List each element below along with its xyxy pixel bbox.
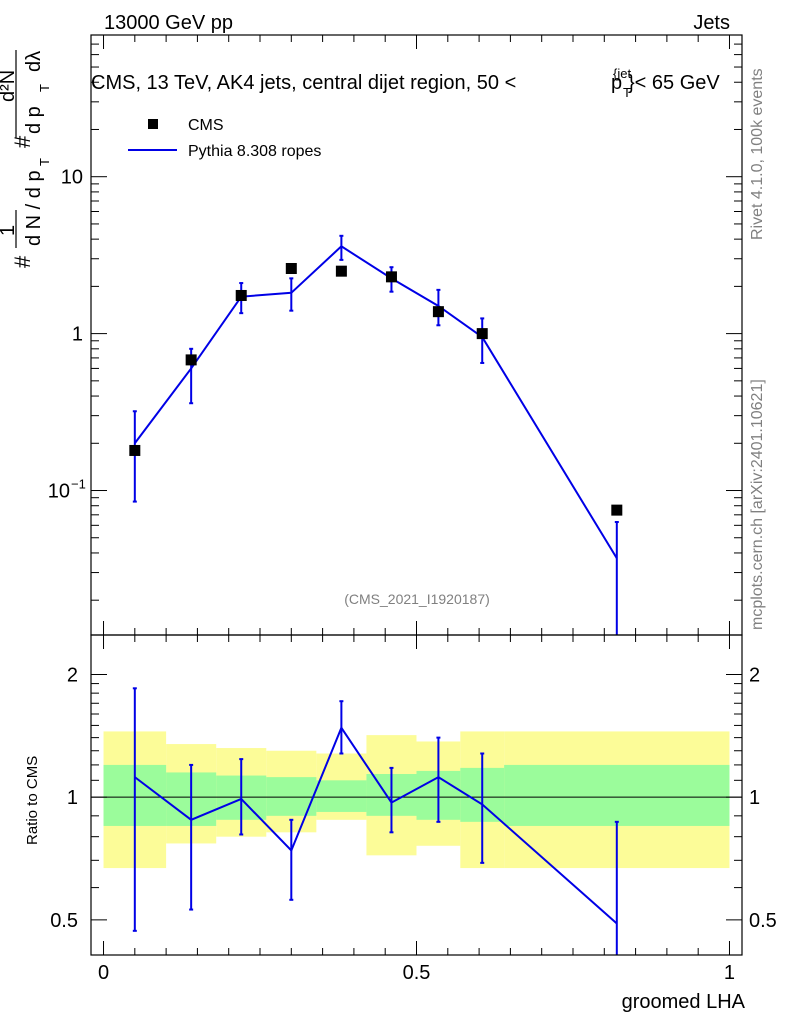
title-sup: {jet [613, 66, 631, 81]
y-label-hash2: # [10, 135, 35, 148]
ratio-y-label: Ratio to CMS [24, 756, 41, 845]
cms-data-point [129, 444, 141, 456]
ratio-y-tick-label-left: 0.5 [50, 910, 78, 932]
ratio-y-tick-label-right: 1 [749, 787, 760, 809]
ratio-y-tick-label-right: 2 [749, 664, 760, 686]
title-prefix: CMS, 13 TeV, AK4 jets, central dijet reg… [91, 72, 516, 94]
ratio-y-tick-label-right: 0.5 [749, 910, 777, 932]
x-axis-label: groomed LHA [622, 991, 746, 1013]
cms-data-point [285, 262, 297, 274]
ratio-plot [132, 687, 619, 955]
main-y-tick-label: 1 [72, 324, 83, 346]
main-y-tick-label: 10 [48, 481, 70, 503]
ratio-y-tick-label-left: 2 [67, 664, 78, 686]
header-right: Jets [693, 12, 730, 34]
title-sub: T [623, 85, 631, 100]
main-plot [129, 234, 623, 635]
band-inner-4 [316, 780, 367, 812]
cms-data-point [432, 306, 444, 318]
rivet-label: Rivet 4.1.0, 100k events [749, 68, 766, 240]
x-tick-label: 1 [724, 962, 735, 984]
mc-line [134, 245, 618, 559]
y-label-t2: T [37, 84, 52, 92]
title-suffix: }< 65 GeV [628, 72, 720, 94]
y-label-one: 1 [0, 225, 19, 236]
header-left: 13000 GeV pp [104, 12, 233, 34]
ratio-y-tick-label-left: 1 [67, 787, 78, 809]
main-y-tick-label: 10 [61, 167, 83, 189]
y-label-dn: d N / d p [23, 170, 45, 246]
ratio-uncertainty-bands [91, 731, 742, 869]
legend-cms-label: CMS [188, 117, 224, 134]
cms-data-point [476, 328, 488, 340]
title-p: p [611, 72, 622, 94]
band-inner-8 [504, 764, 730, 826]
plot-title: CMS, 13 TeV, AK4 jets, central dijet reg… [91, 66, 720, 100]
analysis-id: (CMS_2021_I1920187) [344, 591, 490, 607]
y-label-dlambda: dλ [23, 51, 45, 72]
x-tick-label: 0 [98, 962, 109, 984]
y-label-hash1: # [10, 255, 35, 268]
cms-data-point [335, 265, 347, 277]
main-y-tick-exponent: −1 [71, 477, 86, 492]
y-label-d2n: d²N [0, 70, 19, 102]
y-label-dpt: d p [23, 106, 45, 134]
mcplots-label: mcplots.cern.ch [arXiv:2401.10621] [749, 379, 766, 630]
x-tick-label: 0.5 [403, 962, 431, 984]
legend-cms-marker [148, 119, 158, 129]
cms-data-point [235, 289, 247, 301]
legend: CMS Pythia 8.308 ropes [128, 117, 321, 160]
cms-data-point [611, 504, 623, 516]
cms-data-point [185, 354, 197, 366]
y-label-t1: T [37, 158, 52, 166]
main-y-axis-label: # 1 d N / d p T # d²N d p T dλ [0, 50, 52, 268]
cms-data-point [385, 271, 397, 283]
legend-mc-label: Pythia 8.308 ropes [188, 143, 321, 160]
